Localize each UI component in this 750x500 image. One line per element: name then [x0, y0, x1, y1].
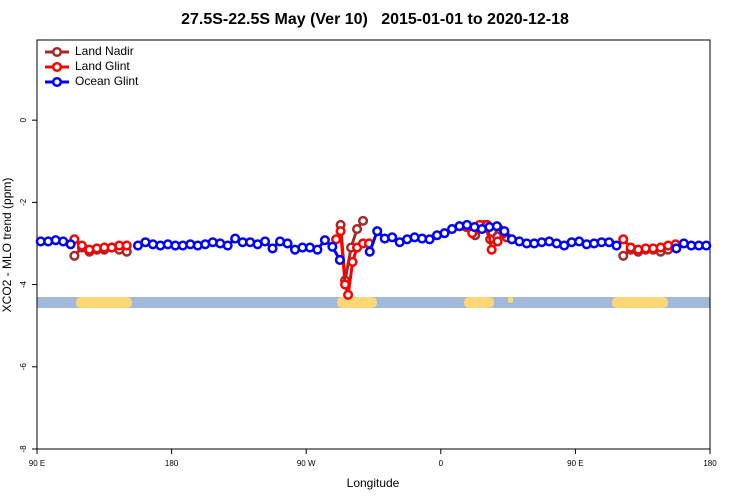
data-point: [222, 240, 233, 251]
x-axis-label: Longitude: [347, 476, 400, 490]
chart-title: 27.5S-22.5S May (Ver 10) 2015-01-01 to 2…: [181, 11, 569, 28]
legend-label: Land Glint: [75, 59, 130, 73]
land-patch: [337, 297, 377, 308]
y-axis-label: XCO2 - MLO trend (ppm): [0, 178, 14, 313]
y-tick-label: 0: [19, 117, 28, 122]
data-point: [319, 235, 330, 246]
data-point: [267, 243, 278, 254]
x-tick-label: 90 E: [567, 459, 583, 468]
land-patch: [464, 297, 494, 308]
legend-label: Ocean Glint: [75, 74, 139, 88]
series: [35, 219, 712, 265]
data-point: [424, 234, 435, 245]
data-point: [491, 221, 502, 232]
x-tick-label: 180: [165, 459, 179, 468]
data-point: [335, 226, 346, 237]
map-strip: [37, 297, 710, 308]
data-point: [492, 236, 503, 247]
legend-marker: [51, 46, 63, 58]
data-point: [439, 228, 450, 239]
legend-label: Land Nadir: [75, 44, 134, 58]
data-point: [671, 243, 682, 254]
data-point: [499, 226, 510, 237]
data-point: [618, 250, 629, 261]
data-point: [334, 254, 345, 265]
x-tick-label: 90 W: [297, 459, 316, 468]
data-point: [340, 279, 351, 290]
data-point: [618, 234, 629, 245]
data-point: [611, 240, 622, 251]
x-tick-label: 0: [439, 459, 444, 468]
data-point: [65, 239, 76, 250]
legend-marker: [51, 76, 63, 88]
y-tick-label: -8: [19, 445, 28, 453]
data-point: [230, 233, 241, 244]
x-tick-label: 180: [703, 459, 717, 468]
land-patch: [508, 297, 513, 303]
data-point: [357, 215, 369, 226]
data-point: [312, 244, 323, 255]
data-point: [331, 234, 342, 245]
data-point: [260, 236, 271, 247]
land-patch: [76, 297, 132, 308]
data-point: [701, 240, 712, 251]
data-point: [486, 244, 497, 255]
data-point: [372, 226, 383, 237]
land-patch: [612, 297, 668, 308]
data-point: [327, 241, 338, 252]
data-point: [121, 240, 132, 251]
y-tick-label: -4: [19, 280, 28, 288]
data-point: [351, 224, 363, 235]
data-point: [347, 256, 358, 268]
x-tick-label: 90 E: [29, 459, 45, 468]
data-point: [76, 240, 87, 251]
data-point: [387, 232, 398, 243]
data-point: [343, 289, 354, 300]
legend-marker: [51, 61, 63, 73]
data-point: [69, 250, 80, 261]
data-point: [364, 246, 375, 257]
y-tick-label: -2: [19, 198, 28, 206]
data-point: [282, 238, 293, 249]
y-tick-label: -6: [19, 363, 28, 371]
